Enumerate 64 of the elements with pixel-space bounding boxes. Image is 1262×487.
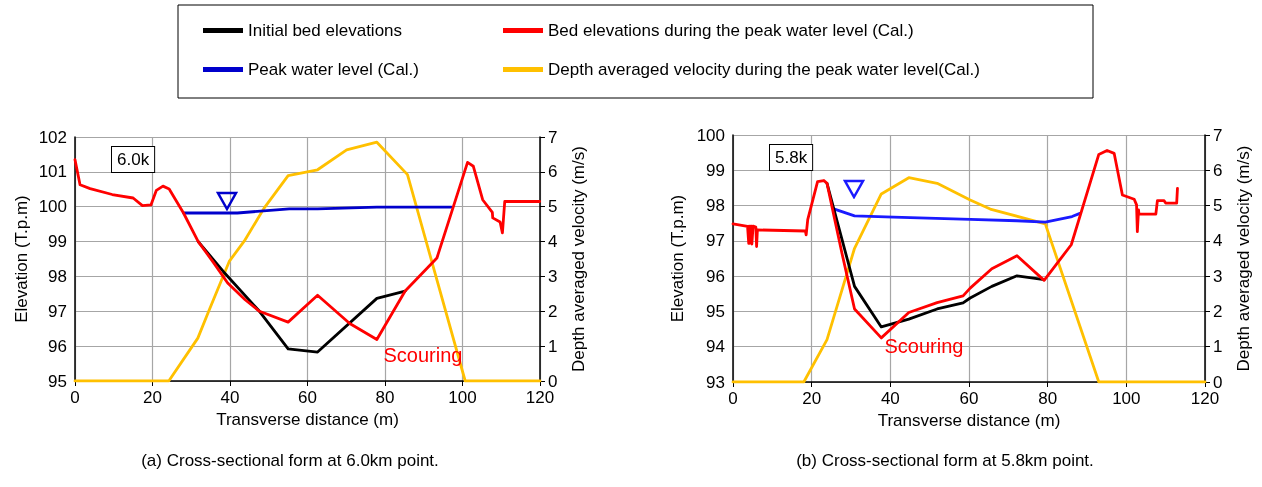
y-tick-label: 95 [706,301,725,321]
y2-tick-label: 7 [548,127,558,147]
y2-tick-label: 4 [548,232,558,252]
y-tick-label: 100 [38,197,67,217]
line-series [73,140,542,383]
text: (b) Cross-sectional form at 5.8km point. [796,450,1094,470]
y2-tick-label: 1 [548,336,558,356]
legend-label: Initial bed elevations [248,21,403,40]
legend-label: Peak water level (Cal.) [248,60,420,79]
x-tick-label: 120 [525,388,555,407]
legend-label: Bed elevations during the peak water level (Cal.) [548,21,914,40]
y-tick-label: 95 [48,371,67,391]
x-axis-title: Transverse distance (m) [216,410,399,429]
y-tick-label: 96 [48,336,67,356]
annotation: 5.8k [775,148,808,167]
y2-tick-label: 7 [1213,125,1223,145]
line-series [731,149,1179,340]
y2-tick-label: 0 [1213,372,1223,392]
y2-tick-label: 1 [1213,337,1223,357]
annotation: 6.0k [117,150,150,169]
x-tick-label: 80 [1038,389,1058,408]
x-tick-label: 40 [220,388,240,407]
y2-tick-label: 5 [548,197,558,217]
y-tick-label: 101 [38,162,67,182]
y-tick-label: 102 [38,127,67,147]
x-tick-label: 60 [298,388,317,407]
y2-tick-label: 0 [548,371,558,391]
y2-tick-label: 3 [548,266,558,286]
y2-tick-label: 5 [1213,196,1223,216]
x-tick-label: 40 [880,389,900,408]
x-tick-label: 80 [375,388,395,407]
y-tick-label: 98 [48,266,67,286]
y-tick-label: 100 [696,125,725,145]
y-axis-title: Elevation (T.p.m) [12,195,31,323]
y2-axis-title: Depth averaged velocity (m/s) [1234,145,1253,372]
x-tick-label: 0 [728,389,738,408]
x-tick-label: 120 [1190,389,1220,408]
y2-tick-label: 6 [548,162,558,182]
y2-tick-label: 3 [1213,266,1223,286]
y-tick-label: 93 [706,372,725,392]
y-tick-label: 99 [706,160,725,180]
line-series [833,207,1082,224]
y2-tick-label: 2 [1213,301,1223,321]
x-tick-label: 20 [143,388,162,407]
y-tick-label: 97 [706,231,725,251]
y2-axis-title: Depth averaged velocity (m/s) [569,146,588,372]
y-tick-label: 96 [706,266,725,286]
x-tick-label: 100 [448,388,477,407]
x-tick-label: 20 [802,389,822,408]
x-axis-title: Transverse distance (m) [877,411,1061,430]
y2-tick-label: 6 [1213,160,1223,180]
x-tick-label: 100 [1112,389,1141,408]
y2-tick-label: 4 [1213,231,1223,251]
legend-label: Depth averaged velocity during the peak water level(Cal.) [548,60,980,79]
y-tick-label: 98 [706,196,725,216]
y-tick-label: 94 [706,337,725,357]
y-tick-label: 97 [48,301,67,321]
x-tick-label: 0 [70,388,80,407]
y-axis-title: Elevation (T.p.m) [667,194,687,323]
text: (a) Cross-sectional form at 6.0km point. [141,450,439,470]
y2-tick-label: 2 [548,301,558,321]
x-tick-label: 60 [959,389,979,408]
annotation: Scouring [884,335,964,357]
y-tick-label: 99 [48,232,67,252]
